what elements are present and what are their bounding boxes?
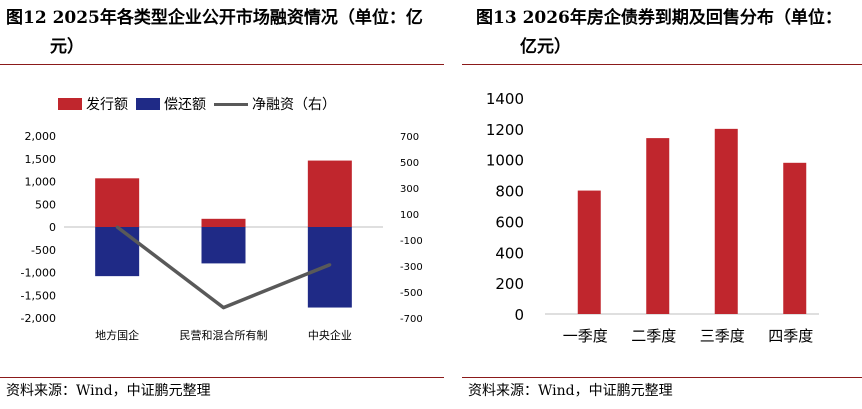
y-tick-left-4: 0	[49, 221, 56, 234]
x-category-label-3: 四季度	[768, 327, 813, 345]
y-tick-left-1: 1,500	[25, 153, 57, 166]
legend-swatch-net	[214, 102, 248, 106]
figure-12-title-line1: 图12 2025年各类型企业公开市场融资情况（单位：亿	[6, 8, 423, 28]
figure-12-bottom-rule	[0, 377, 444, 378]
x-category-label-1: 二季度	[631, 327, 676, 345]
figure-13-chart: 0 200 400 600 800 1000 1200 1400 一季度 二季度 三季度 四季度	[486, 90, 819, 345]
y-tick-left-8: -2,000	[21, 312, 56, 325]
bar-quarter-2	[714, 128, 738, 314]
bar-issue-0	[95, 178, 140, 227]
legend-item-issue: 发行额	[58, 94, 128, 114]
y-tick-4: 800	[495, 183, 524, 201]
y-tick-left-6: -1,000	[21, 267, 56, 280]
figure-13-bottom-rule	[462, 377, 862, 378]
figure-12-top-rule	[0, 64, 444, 65]
bar-quarter-1	[646, 138, 670, 314]
x-category-label-0: 地方国企	[95, 328, 139, 342]
y-tick-left-7: -1,500	[21, 289, 56, 302]
x-category-label-2: 中央企业	[308, 328, 352, 342]
y-tick-6: 1200	[486, 121, 524, 139]
y-tick-right-3: 100	[400, 210, 419, 221]
bar-quarter-3	[783, 162, 807, 314]
y-tick-right-7: -700	[400, 314, 423, 325]
y-tick-2: 400	[495, 244, 524, 262]
legend-swatch-issue	[58, 98, 82, 110]
y-tick-7: 1400	[486, 90, 524, 108]
y-tick-left-2: 1,000	[25, 176, 57, 189]
bar-repay-2	[307, 227, 352, 308]
figure-13-panel: 图13 2026年房企债券到期及回售分布（单位： 亿元） 0 200 400 600 8…	[462, 0, 862, 409]
y-tick-left-5: -500	[31, 244, 56, 257]
net-point-0	[115, 225, 119, 229]
x-category-label-0: 一季度	[563, 327, 608, 345]
legend-swatch-repay	[136, 98, 160, 110]
legend-label-issue: 发行额	[86, 97, 128, 113]
x-category-label-2: 三季度	[700, 327, 745, 345]
y-tick-right-1: 500	[400, 158, 419, 169]
y-tick-5: 1000	[486, 152, 524, 170]
net-point-2	[328, 263, 332, 267]
figure-12-title: 图12 2025年各类型企业公开市场融资情况（单位：亿 元）	[6, 4, 442, 62]
y-tick-1: 200	[495, 275, 524, 293]
y-tick-left-3: 500	[35, 198, 56, 211]
legend-label-repay: 偿还额	[164, 97, 206, 113]
legend-item-net: 净融资（右）	[214, 94, 336, 114]
figure-13-top-rule	[462, 64, 862, 65]
figure-13-source: 资料来源：Wind，中证鹏元整理	[468, 383, 673, 399]
y-tick-3: 600	[495, 213, 524, 231]
y-tick-left-0: 2,000	[25, 130, 57, 143]
figure-12-panel: 图12 2025年各类型企业公开市场融资情况（单位：亿 元） 发行额 偿还额 净…	[0, 4, 444, 399]
bar-issue-1	[201, 218, 246, 227]
bar-repay-1	[201, 227, 246, 264]
figure-12-chart: 2,000 1,500 1,000 500 0 -500 -1,000 -1,500 -2,00…	[21, 130, 423, 342]
figure-12-source: 资料来源：Wind，中证鹏元整理	[6, 383, 211, 399]
y-tick-right-6: -500	[400, 288, 423, 299]
y-tick-0: 0	[514, 306, 524, 324]
figure-12-legend: 发行额 偿还额 净融资（右）	[58, 94, 344, 114]
figure-13-title-line1: 图13 2026年房企债券到期及回售分布（单位：	[476, 8, 842, 28]
figure-12-title-line2: 元）	[50, 37, 84, 57]
legend-item-repay: 偿还额	[136, 94, 206, 114]
bar-issue-2	[307, 160, 352, 227]
y-tick-right-2: 300	[400, 184, 419, 195]
net-point-1	[222, 306, 225, 310]
x-category-label-1: 民营和混合所有制	[180, 328, 268, 342]
bar-quarter-0	[577, 190, 601, 314]
y-tick-right-5: -300	[400, 262, 423, 273]
y-tick-right-4: -100	[400, 236, 423, 247]
y-tick-right-0: 700	[400, 132, 419, 143]
figure-13-title-line2: 亿元）	[520, 37, 571, 57]
legend-label-net: 净融资（右）	[252, 97, 336, 113]
bar-repay-0	[95, 227, 140, 277]
figure-13-title: 图13 2026年房企债券到期及回售分布（单位： 亿元）	[476, 4, 860, 62]
